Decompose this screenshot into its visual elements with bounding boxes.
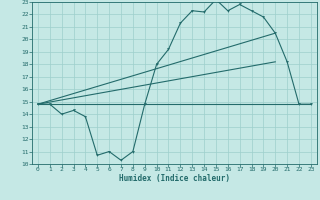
X-axis label: Humidex (Indice chaleur): Humidex (Indice chaleur) xyxy=(119,174,230,183)
